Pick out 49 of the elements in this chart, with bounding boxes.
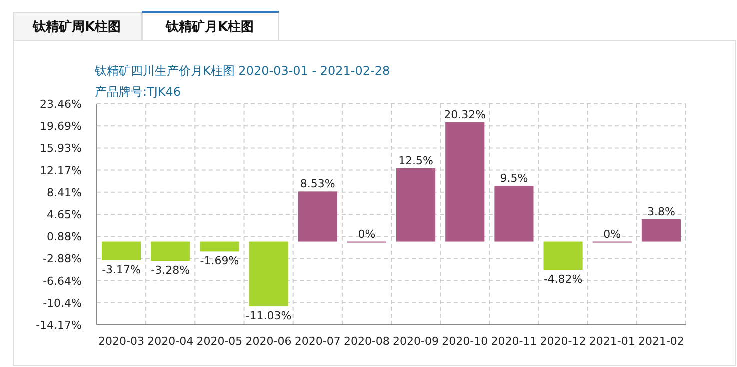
x-tick-label: 2020-12 [540, 335, 586, 348]
y-tick-label: 15.93% [40, 142, 82, 156]
x-tick-label: 2021-01 [589, 335, 636, 348]
x-tick-label: 2020-04 [148, 335, 194, 348]
x-tick-label: 2020-10 [442, 335, 488, 348]
x-tick-label: 2020-09 [393, 335, 440, 348]
data-label: 0% [604, 228, 622, 241]
bar [446, 122, 485, 242]
x-tick-label: 2021-02 [638, 335, 684, 348]
x-tick-label: 2020-07 [294, 335, 341, 348]
y-tick-label: 23.46% [40, 98, 82, 111]
x-tick-label: 2020-11 [491, 335, 538, 348]
bar [396, 168, 436, 242]
bar [544, 242, 583, 270]
data-label: 3.8% [647, 205, 676, 218]
x-tick-label: 2020-08 [344, 335, 390, 348]
data-label: 0% [358, 228, 376, 241]
y-tick-label: 19.69% [40, 120, 82, 134]
bar [642, 219, 681, 242]
bar [200, 242, 240, 252]
data-label: -1.69% [200, 254, 240, 268]
x-tick-label: 2020-06 [246, 335, 292, 348]
bar [249, 242, 288, 307]
y-tick-label: 8.41% [47, 186, 82, 200]
data-label: 12.5% [398, 154, 434, 168]
data-label: 8.53% [300, 178, 336, 191]
data-label: -11.03% [246, 310, 292, 323]
y-tick-label: -6.64% [43, 274, 82, 288]
text: 钛精矿周K柱图 [32, 19, 122, 35]
data-label: 20.32% [444, 108, 486, 122]
bar [102, 242, 142, 260]
x-tick-label: 2020-05 [196, 335, 243, 348]
data-label: 9.5% [500, 172, 528, 185]
text: 钛精矿月K柱图 [164, 19, 254, 35]
chart-title: 钛精矿四川生产价月K柱图 2020-03-01 - 2021-02-28 [94, 64, 390, 78]
x-tick-label: 2020-03 [98, 335, 145, 348]
data-label: -3.28% [151, 264, 190, 278]
chart-subtitle: 产品牌号:TJK46 [95, 85, 182, 99]
data-label: -4.82% [544, 273, 583, 286]
y-tick-label: 12.17% [40, 164, 82, 178]
y-tick-label: 0.88% [47, 230, 82, 244]
bar [298, 192, 338, 242]
y-tick-label: 4.65% [47, 208, 82, 222]
bar [151, 242, 190, 262]
y-tick-label: -2.88% [43, 252, 82, 266]
data-label: -3.17% [102, 263, 142, 276]
y-tick-label: -10.4% [43, 296, 82, 310]
bar [494, 186, 534, 242]
y-tick-label: -14.17% [36, 319, 82, 332]
